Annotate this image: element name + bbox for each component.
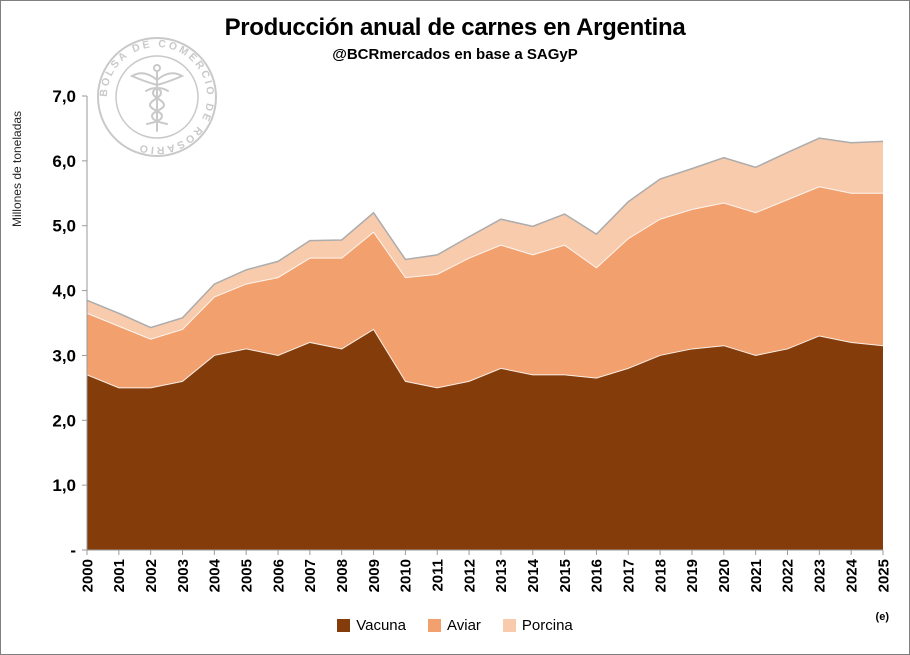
x-tick-label: 2017 bbox=[621, 559, 638, 592]
y-tick-label: 1,0 bbox=[52, 476, 76, 495]
series-boundary-line bbox=[86, 186, 883, 340]
y-tick-label: 7,0 bbox=[52, 87, 76, 106]
estimate-note: (e) bbox=[875, 611, 889, 623]
caduceus-icon bbox=[129, 64, 185, 132]
x-tick-label: 2002 bbox=[143, 559, 160, 592]
x-tick-label: 2007 bbox=[302, 559, 319, 592]
x-tick-label: 2022 bbox=[780, 559, 797, 592]
bcr-logo-watermark: BOLSA DE COMERCIO DE ROSARIO bbox=[97, 37, 217, 157]
x-tick-label: 2019 bbox=[684, 559, 701, 592]
legend-label: Porcina bbox=[521, 617, 573, 634]
y-tick-label: - bbox=[70, 541, 76, 560]
y-tick-label: 2,0 bbox=[52, 411, 76, 430]
x-tick-label: 2015 bbox=[557, 559, 574, 592]
x-tick-label: 2010 bbox=[398, 559, 415, 592]
x-tick-label: 2020 bbox=[716, 559, 733, 592]
chart-subtitle: @BCRmercados en base a SAGyP bbox=[332, 46, 578, 63]
x-tick-label: 2011 bbox=[429, 559, 446, 592]
chart-title: Producción anual de carnes en Argentina bbox=[224, 14, 686, 41]
y-tick-label: 6,0 bbox=[52, 152, 76, 171]
x-tick-label: 2014 bbox=[525, 558, 542, 592]
x-tick-label: 2016 bbox=[589, 559, 606, 592]
x-tick-label: 2012 bbox=[461, 559, 478, 592]
series-boundary-line bbox=[86, 137, 884, 329]
x-tick-label: 2003 bbox=[175, 559, 192, 592]
legend-swatch-porcina bbox=[502, 619, 516, 632]
x-tick-label: 2023 bbox=[812, 559, 829, 592]
area-porcina bbox=[87, 138, 883, 340]
x-tick-label: 2025 bbox=[875, 559, 892, 592]
legend-label: Vacuna bbox=[356, 617, 406, 634]
x-tick-label: 2009 bbox=[366, 559, 383, 592]
x-tick-label: 2008 bbox=[334, 559, 351, 592]
series-boundary-line bbox=[86, 328, 884, 389]
area-aviar bbox=[87, 186, 883, 388]
legend-item-aviar: Aviar bbox=[428, 617, 481, 634]
legend-item-vacuna: Vacuna bbox=[337, 617, 406, 634]
legend-label: Aviar bbox=[447, 617, 481, 634]
x-tick-label: 2021 bbox=[748, 559, 765, 592]
x-tick-label: 2006 bbox=[270, 559, 287, 592]
x-tick-label: 2000 bbox=[79, 559, 96, 592]
x-tick-label: 2001 bbox=[111, 559, 128, 592]
y-tick-label: 4,0 bbox=[52, 282, 76, 301]
legend: Vacuna Aviar Porcina bbox=[1, 617, 909, 634]
area-vacuna bbox=[87, 329, 883, 550]
legend-item-porcina: Porcina bbox=[502, 617, 573, 634]
watermark-inner-circle bbox=[115, 55, 199, 139]
y-tick-label: 3,0 bbox=[52, 346, 76, 365]
y-axis-title: Millones de toneladas bbox=[10, 111, 24, 227]
x-tick-label: 2004 bbox=[207, 558, 224, 592]
x-tick-label: 2005 bbox=[238, 559, 255, 592]
legend-swatch-aviar bbox=[428, 619, 441, 632]
x-tick-label: 2024 bbox=[843, 558, 860, 592]
y-tick-label: 5,0 bbox=[52, 217, 76, 236]
x-tick-label: 2018 bbox=[652, 559, 669, 592]
watermark-outer-circle bbox=[97, 37, 217, 157]
x-tick-label: 2013 bbox=[493, 559, 510, 592]
legend-swatch-vacuna bbox=[337, 619, 351, 632]
